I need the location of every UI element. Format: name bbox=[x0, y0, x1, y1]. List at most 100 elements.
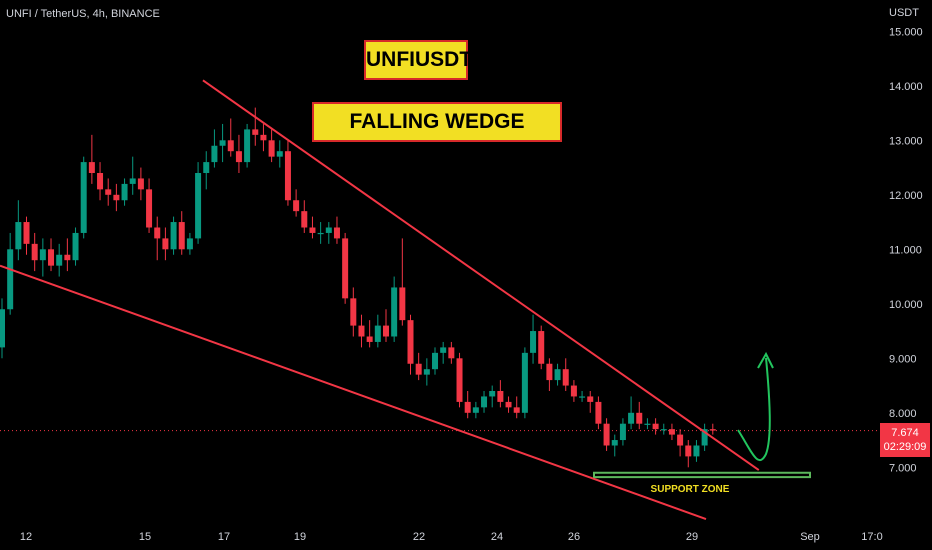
candle-body bbox=[619, 423, 626, 441]
candle-body bbox=[521, 352, 528, 413]
candle-body bbox=[440, 347, 447, 353]
candle-body bbox=[530, 331, 537, 353]
candle-body bbox=[709, 429, 716, 431]
candle-body bbox=[350, 298, 357, 326]
candle-body bbox=[538, 331, 545, 364]
x-tick-label: Sep bbox=[800, 531, 820, 543]
candle-body bbox=[105, 189, 112, 195]
candle-body bbox=[358, 325, 365, 337]
candle-body bbox=[72, 232, 79, 261]
candle-body bbox=[382, 325, 389, 337]
y-tick-label: 10.000 bbox=[889, 299, 923, 311]
candle-body bbox=[423, 369, 430, 375]
candle-body bbox=[276, 151, 283, 157]
candle-body bbox=[219, 140, 226, 146]
candle-body bbox=[660, 429, 667, 431]
candle-body bbox=[203, 162, 210, 173]
candle-body bbox=[23, 222, 30, 244]
chart-title-annotation: UNFIUSDT bbox=[364, 40, 472, 80]
candle-body bbox=[505, 401, 512, 408]
candle-body bbox=[415, 363, 422, 375]
candle-body bbox=[88, 162, 95, 173]
candle-body bbox=[113, 194, 120, 201]
candle-body bbox=[309, 227, 316, 233]
candle-body bbox=[636, 412, 643, 424]
candle-body bbox=[325, 227, 332, 233]
candle-body bbox=[652, 423, 659, 430]
wedge-lower-trendline bbox=[0, 264, 707, 521]
candle-body bbox=[668, 429, 675, 435]
candle-body bbox=[317, 232, 324, 235]
candle-body bbox=[546, 363, 553, 381]
y-tick-label: 13.000 bbox=[889, 135, 923, 147]
candle-body bbox=[244, 129, 251, 163]
candle-body bbox=[129, 178, 136, 184]
candle-body bbox=[252, 129, 259, 135]
candle-body bbox=[7, 249, 14, 310]
candle-body bbox=[497, 391, 504, 402]
candle-body bbox=[701, 429, 708, 446]
candle-body bbox=[489, 391, 496, 397]
candle-body bbox=[333, 227, 340, 239]
x-tick-label: 17 bbox=[218, 531, 230, 543]
x-tick-label: 26 bbox=[568, 531, 580, 543]
candle-body bbox=[48, 249, 55, 266]
candle-body bbox=[481, 396, 488, 408]
wedge-upper-trendline bbox=[202, 79, 760, 471]
candle-body bbox=[178, 222, 185, 250]
y-tick-label: 14.000 bbox=[889, 81, 923, 93]
candle-body bbox=[628, 412, 635, 424]
candle-body bbox=[146, 189, 153, 228]
projection-arrow bbox=[737, 357, 771, 462]
candle-body bbox=[342, 238, 349, 299]
candle-body bbox=[399, 287, 406, 321]
x-tick-label: 22 bbox=[413, 531, 425, 543]
candle-body bbox=[56, 254, 63, 266]
candle-body bbox=[472, 407, 479, 413]
candle-body bbox=[0, 309, 5, 348]
candle-body bbox=[611, 440, 618, 446]
x-tick-label: 24 bbox=[491, 531, 503, 543]
candle-body bbox=[284, 151, 291, 201]
candle-body bbox=[195, 173, 202, 239]
projection-arrowhead bbox=[757, 351, 774, 369]
candle-body bbox=[15, 222, 22, 250]
candle-body bbox=[235, 151, 242, 163]
candle-body bbox=[603, 423, 610, 446]
candle-body bbox=[432, 352, 439, 370]
currency-label: USDT bbox=[889, 7, 919, 19]
y-tick-label: 11.000 bbox=[889, 244, 922, 256]
support-zone-box bbox=[593, 471, 811, 479]
x-tick-label: 12 bbox=[20, 531, 32, 543]
candle-body bbox=[693, 445, 700, 457]
candle-body bbox=[293, 200, 300, 212]
candle-body bbox=[407, 320, 414, 364]
candle-body bbox=[211, 145, 218, 163]
candle-body bbox=[301, 211, 308, 228]
candle-body bbox=[513, 407, 520, 413]
chart-subtitle-annotation: FALLING WEDGE BROKEN bbox=[312, 102, 562, 169]
y-tick-label: 12.000 bbox=[889, 190, 923, 202]
candle-body bbox=[154, 227, 161, 239]
candle-body bbox=[137, 178, 144, 190]
candle-body bbox=[31, 243, 38, 261]
bar-countdown: 02:29:09 bbox=[883, 441, 927, 453]
candle-body bbox=[260, 134, 267, 141]
candle-body bbox=[374, 325, 381, 342]
current-price-badge: 7.674 02:29:09 bbox=[880, 423, 930, 457]
candle-body bbox=[268, 140, 275, 157]
candle-body bbox=[97, 173, 104, 190]
candle-body bbox=[554, 369, 561, 381]
x-tick-label: 17:0 bbox=[861, 531, 882, 543]
x-tick-label: 15 bbox=[139, 531, 151, 543]
candle-body bbox=[587, 396, 594, 402]
candle-body bbox=[448, 347, 455, 359]
candle-body bbox=[644, 423, 651, 425]
candle-body bbox=[227, 140, 234, 152]
candle-body bbox=[391, 287, 398, 337]
candle-body bbox=[464, 401, 471, 413]
y-tick-label: 8.000 bbox=[889, 408, 917, 420]
candle-body bbox=[64, 254, 71, 261]
symbol-label: UNFI / TetherUS, 4h, BINANCE bbox=[6, 8, 160, 20]
